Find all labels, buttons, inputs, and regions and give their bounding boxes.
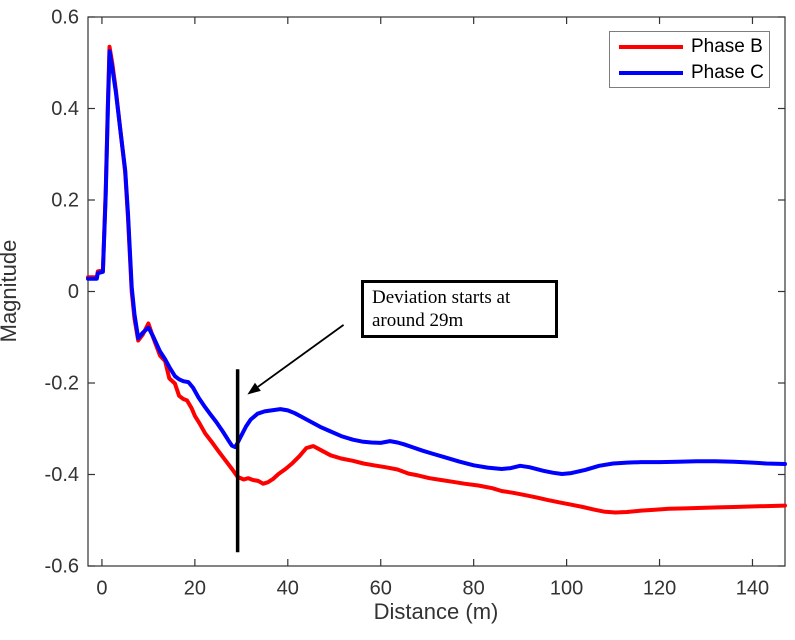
annotation-box: Deviation starts at around 29m	[361, 280, 558, 338]
annotation-text-line2: around 29m	[372, 310, 464, 331]
x-tick-label: 40	[277, 577, 299, 599]
legend-line-sample-red	[619, 44, 683, 49]
annotation-arrow-head	[247, 382, 261, 395]
legend: Phase B Phase C	[609, 31, 770, 88]
legend-label-phase-b: Phase B	[691, 35, 763, 57]
series-line-phase-c	[86, 49, 787, 476]
y-tick-label: -0.4	[45, 464, 79, 486]
legend-item-phase-c: Phase C	[610, 60, 769, 86]
y-tick-label: -0.2	[45, 372, 79, 394]
annotation-text-line1: Deviation starts at	[372, 287, 511, 308]
y-tick-label: 0	[68, 281, 79, 303]
legend-line-sample-blue	[619, 70, 683, 75]
y-tick-label: 0.2	[51, 189, 79, 211]
x-tick-label: 100	[550, 577, 583, 599]
legend-label-phase-c: Phase C	[691, 61, 764, 83]
plot-border	[87, 16, 786, 567]
y-tick-label: -0.6	[45, 555, 79, 577]
y-axis-label: Magnitude	[0, 240, 21, 343]
x-tick-label: 60	[370, 577, 392, 599]
series-line-phase-b	[86, 44, 787, 515]
x-tick-label: 0	[96, 577, 107, 599]
x-tick-label: 20	[184, 577, 206, 599]
x-tick-label: 80	[463, 577, 485, 599]
y-tick-label: 0.6	[51, 6, 79, 28]
y-tick-label: 0.4	[51, 98, 79, 120]
legend-item-phase-b: Phase B	[610, 34, 769, 60]
x-tick-label: 140	[736, 577, 769, 599]
annotation-arrow-line	[257, 324, 345, 388]
x-axis-label: Distance (m)	[374, 599, 499, 624]
x-tick-label: 120	[643, 577, 676, 599]
